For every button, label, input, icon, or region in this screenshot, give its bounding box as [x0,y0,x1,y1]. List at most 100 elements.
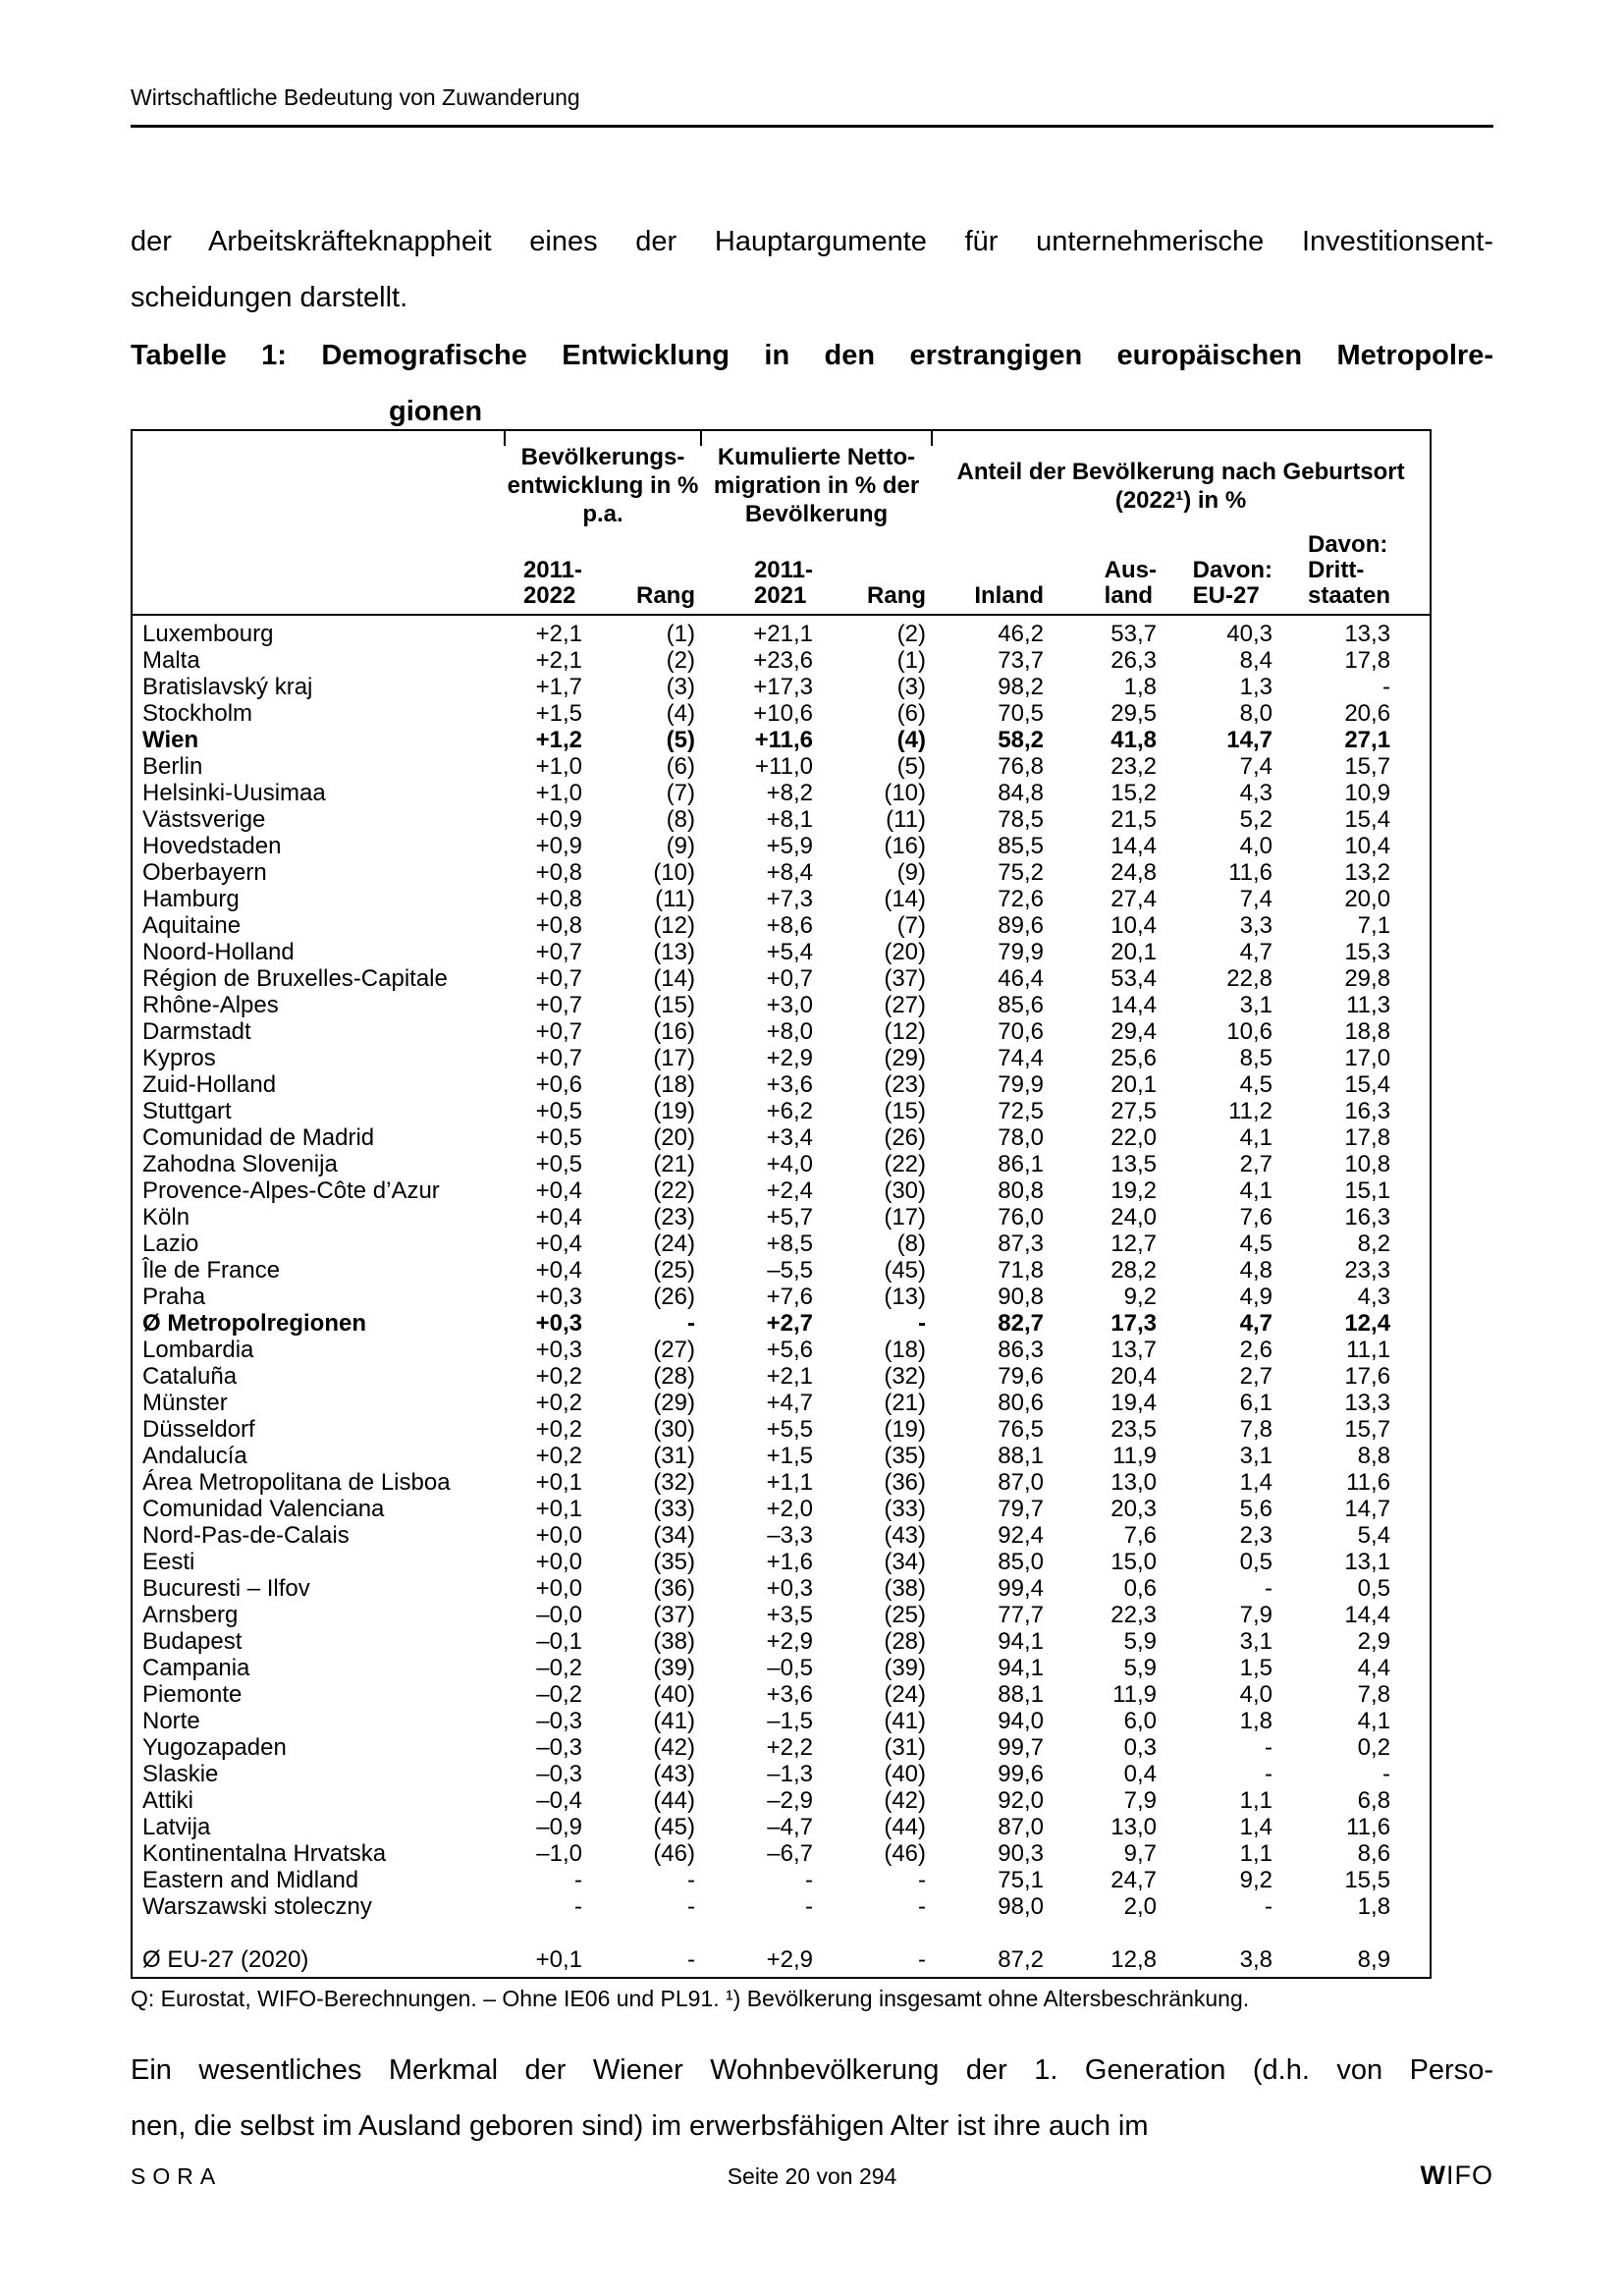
value-cell: 4,3 [1239,780,1273,806]
value-cell: +0,2 [535,1416,582,1443]
table-row: Andalucía +0,2 (31) +1,5 (35) 88,1 11,9 3,1 8,8 [132,1443,1431,1469]
value-cell: (14) [884,886,927,912]
region-cell: Kontinentalna Hrvatska [142,1840,387,1867]
value-cell: +0,4 [535,1257,582,1284]
value-cell: 29,8 [1344,965,1391,992]
region-cell: Hamburg [142,886,240,912]
value-cell: 10,8 [1344,1151,1391,1177]
region-cell: Slaskie [142,1761,219,1787]
value-cell: 79,9 [998,939,1045,965]
value-cell: (9) [896,859,927,886]
value-cell: +4,0 [766,1151,813,1177]
value-cell: (30) [653,1416,695,1443]
value-cell: (27) [884,992,927,1018]
column-header-2011-2021: 2011- 2021 [701,532,819,616]
value-cell: +0,6 [535,1071,582,1098]
value-cell: 26,3 [1110,647,1158,674]
region-cell: Köln [142,1204,190,1230]
value-cell: - [1265,1575,1273,1602]
table-row: Área Metropolitana de Lisboa +0,1 (32) +1,1… [132,1469,1431,1496]
value-cell: 11,6 [1346,1814,1391,1840]
value-cell: 16,3 [1344,1098,1391,1124]
value-cell: +6,2 [766,1098,813,1124]
value-cell: (2) [896,621,927,647]
value-cell: 76,5 [998,1416,1045,1443]
region-cell: Malta [142,647,200,674]
value-cell: (12) [884,1018,927,1045]
value-cell: 4,5 [1239,1071,1273,1098]
region-cell: Kypros [142,1045,216,1071]
group-header-net-migration: Kumulierte Netto- migration in % der Bev… [713,444,920,527]
value-cell: +0,1 [535,1496,582,1522]
header-column-row: 2011- 2022 Rang 2011- 2021 Rang Inland A… [132,532,1432,616]
value-cell: 20,4 [1110,1363,1158,1390]
value-cell: 85,5 [998,833,1045,859]
region-cell: Zuid-Holland [142,1071,277,1098]
value-cell: 12,7 [1110,1230,1158,1257]
table-row: Kontinentalna Hrvatska –1,0 (46) –6,7 (46) 90… [132,1840,1431,1867]
value-cell: +0,2 [535,1390,582,1416]
region-cell: Nord-Pas-de-Calais [142,1522,350,1549]
table-row: Eastern and Midland - - - - 75,1 24,7 9,2 15,5 [132,1867,1431,1893]
table-row: Warszawski stoleczny - - - - 98,0 2,0 - 1,8 [132,1893,1431,1920]
value-cell: +0,7 [535,939,582,965]
region-column-header [132,430,505,532]
value-cell: (16) [884,833,927,859]
value-cell: 9,2 [1123,1284,1158,1310]
value-cell: (40) [884,1761,927,1787]
value-cell: 4,5 [1239,1230,1273,1257]
value-cell: - [687,1867,695,1893]
value-cell: 53,4 [1110,965,1158,992]
region-cell: Stockholm [142,700,253,727]
value-cell: (5) [896,753,927,780]
value-cell: 27,1 [1344,727,1391,753]
value-cell: 98,0 [998,1893,1045,1920]
value-cell: –3,3 [767,1522,813,1549]
value-cell: 13,0 [1110,1469,1158,1496]
footer-sora-logo: SORA [131,2163,223,2189]
value-cell: 8,8 [1357,1443,1391,1469]
table-row: Hovedstaden +0,9 (9) +5,9 (16) 85,5 14,4 4,0 10,… [132,833,1431,859]
value-cell: 4,7 [1239,939,1273,965]
value-cell: 13,3 [1344,621,1391,647]
value-cell: (44) [884,1814,927,1840]
value-cell: –2,9 [767,1787,813,1814]
value-cell: 70,5 [998,700,1045,727]
value-cell: +0,0 [535,1549,582,1575]
region-cell: Wien [142,727,199,753]
group-header-population-development: Bevölkerungs- entwicklung in % p.a. [507,444,699,527]
closing-line-2: nen, die selbst im Ausland geboren sind)… [131,2110,1149,2142]
value-cell: - [1382,674,1391,700]
value-cell: 0,2 [1357,1734,1391,1761]
value-cell: 10,9 [1344,780,1391,806]
closing-line-1: Ein wesentliches Merkmal der Wiener Wohn… [131,2054,1493,2086]
value-cell: –0,0 [536,1602,582,1628]
table-row: Comunidad de Madrid +0,5 (20) +3,4 (26) 78,0 2… [132,1124,1431,1151]
table-row: Lazio +0,4 (24) +8,5 (8) 87,3 12,7 4,5 8,2 [132,1230,1431,1257]
value-cell: (21) [884,1390,927,1416]
value-cell: 46,4 [998,965,1045,992]
value-cell: +1,0 [535,780,582,806]
region-cell: Bucuresti – Ilfov [142,1575,310,1602]
value-cell: (17) [653,1045,695,1071]
value-cell: (3) [666,674,695,700]
value-cell: (18) [653,1071,695,1098]
value-cell: –1,3 [767,1761,813,1787]
value-cell: 87,3 [998,1230,1045,1257]
table-row: Düsseldorf +0,2 (30) +5,5 (19) 76,5 23,5 7,8 15,… [132,1416,1431,1443]
value-cell: 27,4 [1110,886,1158,912]
value-cell: (10) [884,780,927,806]
value-cell: 1,8 [1357,1893,1391,1920]
value-cell: +2,1 [535,621,582,647]
value-cell: –0,1 [536,1628,582,1655]
value-cell: +0,8 [535,859,582,886]
value-cell: +1,5 [766,1443,813,1469]
value-cell: 17,8 [1344,1124,1391,1151]
value-cell: +0,1 [535,1469,582,1496]
table-row: Berlin +1,0 (6) +11,0 (5) 76,8 23,2 7,4 15,7 [132,753,1431,780]
value-cell: 7,9 [1123,1787,1158,1814]
value-cell: 84,8 [998,780,1045,806]
value-cell: (17) [884,1204,927,1230]
value-cell: 24,8 [1110,859,1158,886]
value-cell: 3,1 [1239,1443,1273,1469]
